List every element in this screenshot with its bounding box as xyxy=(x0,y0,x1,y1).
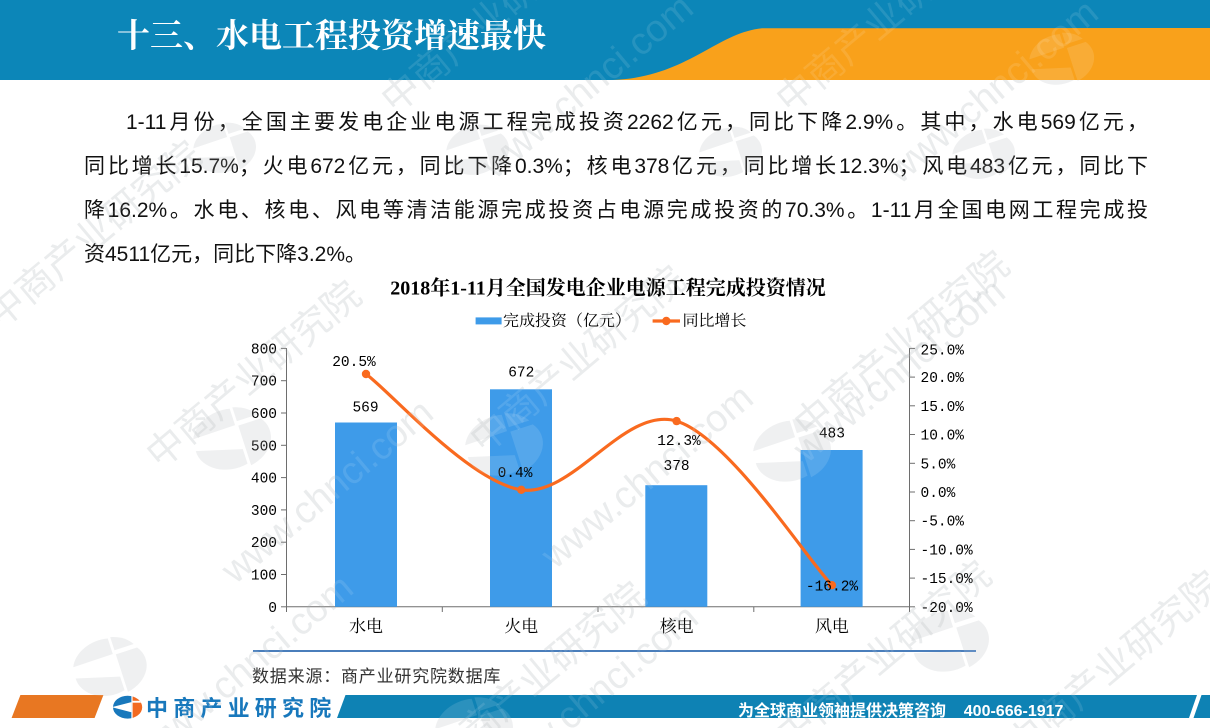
svg-text:15.0%: 15.0% xyxy=(921,400,965,416)
svg-text:300: 300 xyxy=(251,504,277,520)
svg-text:0.4%: 0.4% xyxy=(498,466,533,482)
svg-text:400: 400 xyxy=(251,472,277,488)
svg-text:核电: 核电 xyxy=(660,617,694,638)
svg-text:569: 569 xyxy=(352,401,378,417)
svg-text:10.0%: 10.0% xyxy=(921,429,965,445)
svg-text:700: 700 xyxy=(251,375,277,391)
svg-text:-10.0%: -10.0% xyxy=(921,543,974,559)
svg-text:同比增长: 同比增长 xyxy=(682,312,746,331)
svg-text:100: 100 xyxy=(251,569,277,585)
svg-text:2018年1-11月全国发电企业电源工程完成投资情况: 2018年1-11月全国发电企业电源工程完成投资情况 xyxy=(390,276,826,300)
svg-text:风电: 风电 xyxy=(815,617,849,638)
svg-text:水电: 水电 xyxy=(349,617,383,638)
svg-text:200: 200 xyxy=(251,536,277,552)
svg-text:0.0%: 0.0% xyxy=(921,486,956,502)
svg-text:483: 483 xyxy=(819,427,845,443)
svg-text:-20.0%: -20.0% xyxy=(921,601,974,617)
svg-text:25.0%: 25.0% xyxy=(921,344,965,360)
svg-text:378: 378 xyxy=(664,459,690,475)
svg-text:0: 0 xyxy=(268,601,277,617)
svg-text:600: 600 xyxy=(251,407,277,423)
svg-text:500: 500 xyxy=(251,439,277,455)
svg-text:完成投资（亿元）: 完成投资（亿元） xyxy=(503,312,631,331)
svg-text:20.0%: 20.0% xyxy=(921,371,965,387)
svg-text:5.0%: 5.0% xyxy=(921,457,956,473)
svg-text:12.3%: 12.3% xyxy=(657,434,701,450)
svg-text:-5.0%: -5.0% xyxy=(921,515,965,531)
svg-text:20.5%: 20.5% xyxy=(332,355,376,371)
svg-text:火电: 火电 xyxy=(504,617,538,638)
svg-text:672: 672 xyxy=(508,366,534,382)
svg-text:-15.0%: -15.0% xyxy=(921,572,974,588)
svg-text:800: 800 xyxy=(251,342,277,358)
svg-text:-16.2%: -16.2% xyxy=(806,580,859,596)
